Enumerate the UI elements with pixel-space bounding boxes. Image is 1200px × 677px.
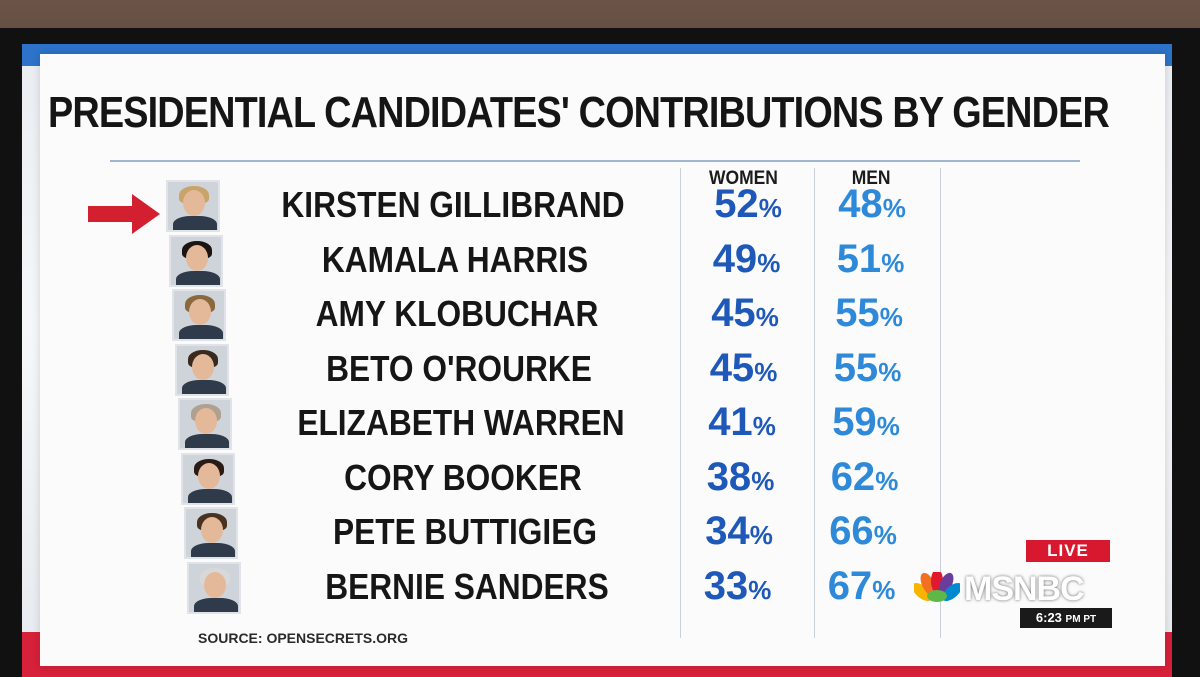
women-percent: 45% [694, 346, 794, 391]
percent-sign: % [752, 411, 776, 441]
percent-sign: % [881, 247, 905, 278]
candidate-photo [181, 452, 235, 505]
percent-sign: % [757, 247, 781, 278]
percent-sign: % [749, 520, 773, 550]
candidate-photo [166, 180, 220, 232]
network-logo: MSNBC [914, 568, 1124, 608]
men-percent: 59% [816, 400, 916, 445]
table-row: KIRSTEN GILLIBRAND 52% 48% [22, 180, 1172, 234]
column-divider [680, 168, 681, 638]
live-badge: LIVE [1026, 540, 1110, 562]
right-arrow-icon [88, 194, 160, 234]
men-percent: 67% [812, 564, 912, 609]
candidate-name: KAMALA HARRIS [321, 238, 589, 280]
women-percent: 41% [692, 400, 792, 445]
candidate-photo [187, 561, 241, 614]
candidate-photo [172, 289, 226, 341]
percent-sign: % [882, 193, 906, 223]
title-rule [110, 160, 1080, 162]
chart-title: PRESIDENTIAL CANDIDATES' CONTRIBUTIONS B… [48, 88, 1110, 137]
percent-sign: % [755, 302, 779, 332]
men-value: 66 [829, 509, 874, 553]
women-value: 52 [714, 182, 759, 226]
women-percent: 38% [691, 455, 791, 500]
candidate-name: BETO O'ROURKE [326, 347, 592, 389]
percent-sign: % [876, 411, 900, 441]
tv-screen: PRESIDENTIAL CANDIDATES' CONTRIBUTIONS B… [22, 44, 1172, 677]
column-divider [814, 168, 815, 638]
men-value: 48 [838, 182, 883, 226]
column-divider [940, 168, 941, 638]
candidate-name: BERNIE SANDERS [325, 565, 609, 607]
candidate-photo [175, 343, 229, 396]
men-percent: 51% [821, 237, 921, 282]
women-percent: 33% [688, 564, 788, 609]
women-percent: 52% [698, 182, 798, 227]
women-value: 45 [711, 291, 756, 335]
percent-sign: % [872, 574, 896, 605]
candidate-photo [178, 398, 232, 450]
column-header-men: MEN [851, 168, 891, 189]
table-row: CORY BOOKER 38% 62% [22, 452, 1172, 507]
table-row: AMY KLOBUCHAR 45% 55% [22, 289, 1172, 343]
percent-sign: % [758, 193, 782, 223]
men-percent: 48% [822, 182, 922, 227]
men-value: 55 [835, 291, 880, 335]
women-value: 34 [705, 509, 750, 553]
table-row: PETE BUTTIGIEG 34% 66% [22, 507, 1172, 561]
men-value: 55 [833, 345, 879, 390]
men-percent: 55% [818, 346, 918, 391]
source-note: SOURCE: OPENSECRETS.ORG [198, 630, 409, 646]
network-name: MSNBC [964, 570, 1085, 608]
women-percent: 45% [695, 291, 795, 336]
table-row: ELIZABETH WARREN 41% 59% [22, 398, 1172, 452]
percent-sign: % [754, 356, 778, 387]
peacock-icon [914, 572, 960, 602]
candidate-name: AMY KLOBUCHAR [315, 293, 599, 334]
women-value: 41 [708, 400, 753, 444]
women-percent: 49% [697, 237, 797, 282]
percent-sign: % [751, 465, 775, 496]
men-value: 67 [827, 563, 873, 608]
women-value: 38 [706, 454, 752, 499]
candidate-photo [169, 234, 223, 287]
candidate-name: KIRSTEN GILLIBRAND [281, 184, 625, 225]
men-value: 59 [832, 400, 877, 444]
men-value: 62 [830, 454, 876, 499]
percent-sign: % [873, 520, 897, 550]
candidate-name: PETE BUTTIGIEG [332, 511, 598, 552]
women-value: 33 [703, 563, 749, 608]
men-percent: 66% [813, 509, 913, 554]
men-percent: 55% [819, 291, 919, 336]
percent-sign: % [748, 574, 772, 605]
table-row: BETO O'ROURKE 45% 55% [22, 343, 1172, 398]
arrow-shape [88, 194, 160, 234]
candidate-photo [184, 507, 238, 559]
women-value: 45 [709, 345, 755, 390]
men-value: 51 [836, 236, 882, 281]
candidate-name: ELIZABETH WARREN [297, 402, 625, 443]
clock-time: 6:23 [1035, 610, 1062, 625]
women-percent: 34% [689, 509, 789, 554]
candidate-name: CORY BOOKER [344, 456, 582, 498]
women-value: 49 [712, 236, 758, 281]
table-row: BERNIE SANDERS 33% 67% [22, 561, 1172, 616]
percent-sign: % [875, 465, 899, 496]
column-header-women: WOMEN [708, 168, 778, 189]
table-row: KAMALA HARRIS 49% 51% [22, 234, 1172, 289]
percent-sign: % [879, 302, 903, 332]
clock: 6:23 PM PT [1020, 608, 1112, 628]
men-percent: 62% [815, 455, 915, 500]
clock-zone: PM PT [1065, 614, 1097, 625]
percent-sign: % [878, 356, 902, 387]
